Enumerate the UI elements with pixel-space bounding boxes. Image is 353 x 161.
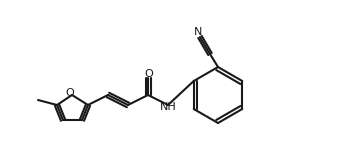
Text: O: O bbox=[66, 88, 74, 98]
Text: NH: NH bbox=[160, 102, 176, 112]
Text: N: N bbox=[194, 27, 202, 37]
Text: O: O bbox=[145, 69, 153, 79]
